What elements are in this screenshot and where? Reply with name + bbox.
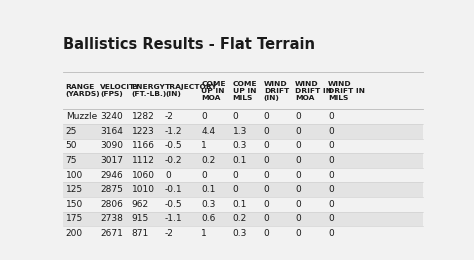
Text: 0: 0 [233,171,238,180]
Text: 1.3: 1.3 [233,127,247,136]
Text: 2806: 2806 [100,200,123,209]
Text: 4.4: 4.4 [201,127,216,136]
Text: 1166: 1166 [132,141,155,150]
Text: 0: 0 [264,214,270,223]
Text: WIND
DRIFT IN
MILS: WIND DRIFT IN MILS [328,81,365,101]
Text: 0: 0 [328,185,334,194]
Text: 2671: 2671 [100,229,123,238]
Text: 3240: 3240 [100,112,123,121]
Text: 0: 0 [264,185,270,194]
Text: 1: 1 [201,141,207,150]
Text: -0.5: -0.5 [165,141,182,150]
Text: 1: 1 [201,229,207,238]
Text: 2946: 2946 [100,171,123,180]
Text: 25: 25 [66,127,77,136]
Text: 1223: 1223 [132,127,155,136]
Text: 50: 50 [66,141,77,150]
Text: 0: 0 [264,127,270,136]
Text: VELOCITY
(FPS): VELOCITY (FPS) [100,84,141,97]
Text: 0: 0 [295,171,301,180]
Text: -2: -2 [165,112,174,121]
Text: 2875: 2875 [100,185,123,194]
Text: 125: 125 [66,185,83,194]
Bar [63,182,423,197]
Text: 0: 0 [233,112,238,121]
Text: 150: 150 [66,200,83,209]
Text: 0: 0 [295,229,301,238]
Text: 0: 0 [201,171,207,180]
Text: 0: 0 [264,141,270,150]
Text: COME
UP IN
MILS: COME UP IN MILS [233,81,257,101]
Text: 871: 871 [132,229,149,238]
Text: 0: 0 [295,127,301,136]
Text: TRAJECTORY
(IN): TRAJECTORY (IN) [165,84,218,97]
Text: 0: 0 [295,141,301,150]
Text: 1112: 1112 [132,156,155,165]
Text: 0.2: 0.2 [201,156,216,165]
Text: 0: 0 [264,200,270,209]
Text: 100: 100 [66,171,83,180]
Text: 0: 0 [328,171,334,180]
Text: 0: 0 [328,200,334,209]
Text: -1.2: -1.2 [165,127,182,136]
Text: Muzzle: Muzzle [66,112,97,121]
Text: -2: -2 [165,229,174,238]
Text: 0.1: 0.1 [201,185,216,194]
Text: -0.5: -0.5 [165,200,182,209]
Text: 3090: 3090 [100,141,123,150]
Text: 0.2: 0.2 [233,214,247,223]
Text: 0.6: 0.6 [201,214,216,223]
Text: 0: 0 [328,156,334,165]
Text: 1282: 1282 [132,112,155,121]
Text: 0: 0 [264,171,270,180]
Text: RANGE
(YARDS): RANGE (YARDS) [66,84,100,97]
Text: -1.1: -1.1 [165,214,182,223]
Text: 0: 0 [201,112,207,121]
Text: -0.2: -0.2 [165,156,182,165]
Bar [63,153,423,168]
Text: 3164: 3164 [100,127,123,136]
Text: 0.1: 0.1 [233,200,247,209]
Text: 1060: 1060 [132,171,155,180]
Text: 0.1: 0.1 [233,156,247,165]
Text: ENERGY
(FT.-LB.): ENERGY (FT.-LB.) [132,84,167,97]
Text: 0.3: 0.3 [201,200,216,209]
Text: 0: 0 [264,112,270,121]
Bar [63,124,423,139]
Text: 3017: 3017 [100,156,123,165]
Text: 0: 0 [295,185,301,194]
Text: 0: 0 [264,229,270,238]
Text: 0: 0 [295,214,301,223]
Text: WIND
DRIFT
(IN): WIND DRIFT (IN) [264,81,289,101]
Text: 0: 0 [295,112,301,121]
Text: 0: 0 [295,200,301,209]
Text: 175: 175 [66,214,83,223]
Text: 915: 915 [132,214,149,223]
Text: 962: 962 [132,200,149,209]
Text: 0: 0 [295,156,301,165]
Text: 0.3: 0.3 [233,229,247,238]
Text: 0: 0 [328,141,334,150]
Text: 0: 0 [165,171,171,180]
Text: 200: 200 [66,229,83,238]
Text: WIND
DRIFT IN
MOA: WIND DRIFT IN MOA [295,81,332,101]
Text: 75: 75 [66,156,77,165]
Text: -0.1: -0.1 [165,185,182,194]
Text: 2738: 2738 [100,214,123,223]
Text: COME
UP IN
MOA: COME UP IN MOA [201,81,226,101]
Text: 0.3: 0.3 [233,141,247,150]
Text: 0: 0 [264,156,270,165]
Text: 0: 0 [328,229,334,238]
Bar [63,212,423,226]
Text: Ballistics Results - Flat Terrain: Ballistics Results - Flat Terrain [63,37,315,52]
Text: 0: 0 [328,127,334,136]
Text: 0: 0 [233,185,238,194]
Text: 0: 0 [328,214,334,223]
Text: 0: 0 [328,112,334,121]
Text: 1010: 1010 [132,185,155,194]
